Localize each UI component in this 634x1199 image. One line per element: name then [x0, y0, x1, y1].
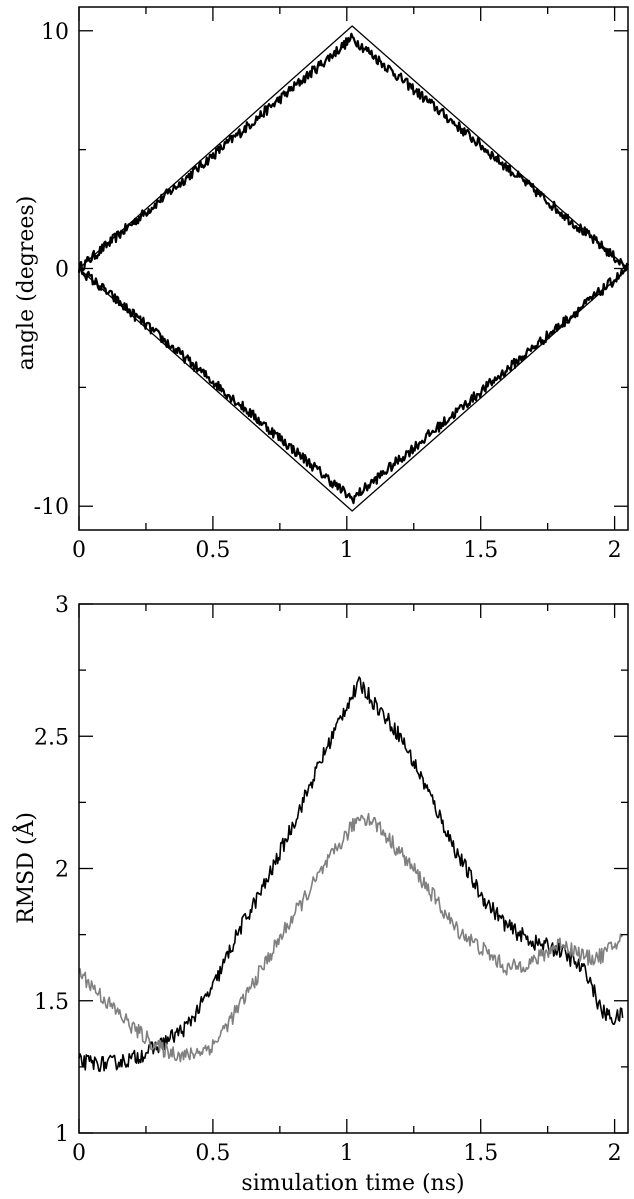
rmsd-x-tick-label: 1.5 [463, 1141, 498, 1166]
angle-series-line-1 [78, 25, 629, 269]
rmsd-series-line-1 [78, 676, 624, 1073]
rmsd-y-tick-label: 2 [55, 858, 69, 883]
angle-y-tick-label: -10 [34, 495, 69, 520]
angle-series-line-3 [77, 32, 629, 273]
angle-y-axis-label: angle (degrees) [14, 196, 39, 371]
rmsd-x-tick-label: 1 [340, 1141, 354, 1166]
rmsd-series-line-2 [78, 812, 624, 1063]
rmsd-plot-frame [78, 603, 629, 1134]
rmsd-y-axis-label: RMSD (Å) [11, 812, 39, 924]
rmsd-x-tick-label: 0 [72, 1141, 86, 1166]
angle-x-tick-label: 0.5 [195, 538, 230, 563]
rmsd-y-tick-label: 1 [55, 1122, 69, 1147]
angle-plot-frame [78, 6, 629, 531]
angle-x-tick-label: 0 [72, 538, 86, 563]
time-x-axis-label: simulation time (ns) [241, 1171, 464, 1196]
rmsd-panel: 0 0.5 1 1.5 2 1 1.5 2 2.5 3 RMSD (Å) simulation t… [11, 593, 629, 1196]
rmsd-x-tick-label: 0.5 [195, 1141, 230, 1166]
angle-y-tick-label: 10 [41, 20, 69, 45]
angle-y-tick-label: 0 [55, 258, 69, 283]
angle-series-line-2 [78, 268, 629, 512]
rmsd-y-tick-label: 3 [55, 593, 69, 618]
angle-x-tick-label: 1.5 [463, 538, 498, 563]
angle-x-tick-label: 1 [340, 538, 354, 563]
angle-series-line-4 [77, 263, 630, 505]
rmsd-x-tick-label: 2 [608, 1141, 622, 1166]
angle-x-tick-label: 2 [608, 538, 622, 563]
rmsd-y-tick-label: 2.5 [34, 725, 69, 750]
rmsd-y-tick-label: 1.5 [34, 990, 69, 1015]
